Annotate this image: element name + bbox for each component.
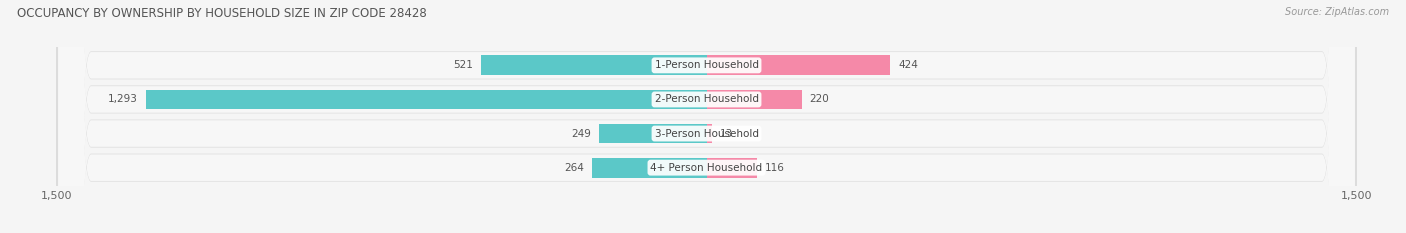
Text: OCCUPANCY BY OWNERSHIP BY HOUSEHOLD SIZE IN ZIP CODE 28428: OCCUPANCY BY OWNERSHIP BY HOUSEHOLD SIZE… bbox=[17, 7, 426, 20]
Text: 2-Person Household: 2-Person Household bbox=[655, 94, 758, 104]
Text: 4+ Person Household: 4+ Person Household bbox=[651, 163, 762, 173]
Text: 424: 424 bbox=[898, 60, 918, 70]
FancyBboxPatch shape bbox=[59, 0, 1354, 233]
Text: Source: ZipAtlas.com: Source: ZipAtlas.com bbox=[1285, 7, 1389, 17]
FancyBboxPatch shape bbox=[59, 0, 1354, 233]
Text: 521: 521 bbox=[453, 60, 472, 70]
Text: 13: 13 bbox=[720, 129, 733, 139]
FancyBboxPatch shape bbox=[56, 0, 1357, 233]
FancyBboxPatch shape bbox=[59, 0, 1354, 233]
Bar bbox=[707, 89, 801, 109]
FancyBboxPatch shape bbox=[59, 0, 1354, 233]
Bar bbox=[707, 55, 890, 75]
Text: 264: 264 bbox=[564, 163, 585, 173]
Bar bbox=[707, 158, 756, 178]
FancyBboxPatch shape bbox=[56, 0, 1357, 233]
Text: 116: 116 bbox=[765, 163, 785, 173]
Text: 220: 220 bbox=[810, 94, 830, 104]
Bar bbox=[481, 55, 707, 75]
Bar bbox=[592, 158, 707, 178]
Text: 1-Person Household: 1-Person Household bbox=[655, 60, 758, 70]
Bar bbox=[146, 89, 707, 109]
Bar bbox=[599, 124, 707, 144]
Bar bbox=[707, 124, 713, 144]
Text: 1,293: 1,293 bbox=[108, 94, 138, 104]
FancyBboxPatch shape bbox=[56, 0, 1357, 233]
FancyBboxPatch shape bbox=[56, 0, 1357, 233]
Text: 3-Person Household: 3-Person Household bbox=[655, 129, 758, 139]
Text: 249: 249 bbox=[571, 129, 591, 139]
